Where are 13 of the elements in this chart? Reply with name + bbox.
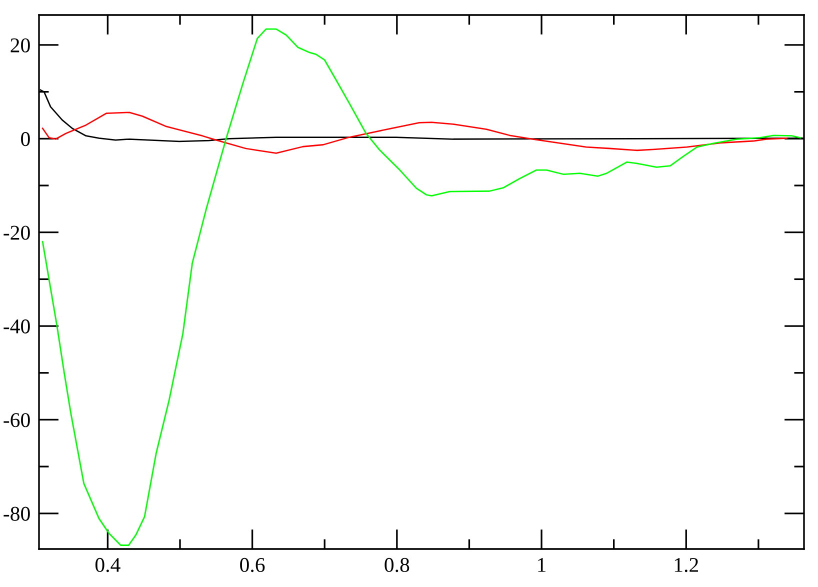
y-tick-label: -20 bbox=[4, 226, 30, 240]
x-tick-label: 0.4 bbox=[95, 558, 120, 572]
line-series bbox=[42, 28, 802, 546]
x-tick-label: 0.6 bbox=[240, 558, 265, 572]
y-tick-label: 20 bbox=[10, 38, 30, 52]
y-tick-label: -40 bbox=[4, 319, 30, 334]
line-series bbox=[42, 112, 788, 154]
y-tick-label: 0 bbox=[21, 132, 30, 146]
x-tick-label: 1.2 bbox=[674, 558, 698, 572]
y-tick-label: -60 bbox=[4, 413, 30, 428]
y-tick-label: -80 bbox=[4, 506, 30, 521]
x-tick-label: 0.8 bbox=[384, 558, 410, 572]
x-tick-label: 1 bbox=[538, 558, 546, 572]
